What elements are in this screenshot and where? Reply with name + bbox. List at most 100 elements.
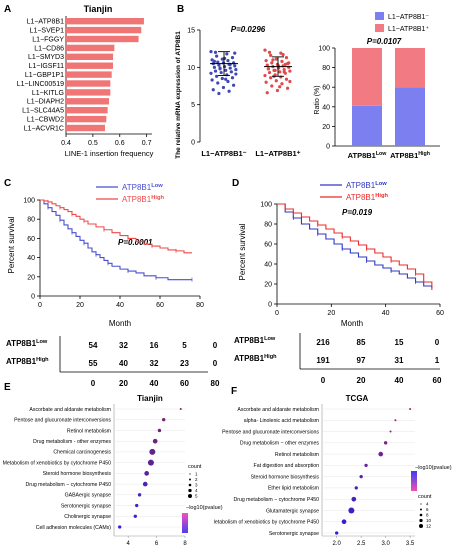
term-dot — [351, 496, 357, 502]
size-legend-dot — [188, 494, 192, 498]
term-dot — [383, 441, 388, 445]
term-dot — [147, 459, 154, 466]
xtick-label: 6 — [155, 541, 159, 547]
term-dot — [162, 418, 166, 422]
data-point — [282, 70, 286, 74]
data-point — [283, 62, 287, 66]
xtick-label: 20 — [76, 302, 84, 309]
term-dot — [133, 514, 137, 518]
legend-label: ATP8B1Low — [346, 181, 387, 190]
term-dot — [348, 507, 355, 514]
legend-label-base: ATP8B1 — [346, 193, 376, 202]
term-label: Drug metabolism − other enzymes — [240, 441, 320, 447]
data-point — [234, 72, 238, 76]
data-point — [269, 76, 273, 80]
size-legend-label: 3 — [195, 483, 198, 488]
panel-b-group-labels: L1−ATP8B1⁻ L1−ATP8B1⁺ — [201, 149, 300, 158]
panel-letter-c: C — [4, 178, 11, 189]
data-point — [288, 69, 292, 73]
panel-c-xlabel: Month — [109, 319, 131, 328]
ytick-label: 60 — [264, 242, 272, 249]
table-cell: 54 — [89, 341, 98, 350]
data-point — [217, 91, 221, 96]
table-row-label-base: ATP8B1 — [234, 336, 265, 345]
table-row-label-sup: High — [36, 357, 49, 363]
table-cell: 16 — [150, 341, 159, 350]
term-dot — [157, 428, 162, 433]
panel-b-ratio-bars — [352, 48, 425, 146]
data-point — [280, 82, 284, 86]
panel-f-rows: Ascorbate and aldarate metabolism alpha- … — [214, 407, 415, 537]
term-dot — [137, 493, 142, 497]
bar — [66, 124, 105, 132]
term-dot — [389, 430, 392, 433]
ytick-label: 0 — [191, 140, 195, 147]
legend-label-base: ATP8B1 — [122, 195, 152, 204]
xtick-label: 60 — [436, 310, 444, 317]
data-point — [274, 79, 278, 83]
term-label: Metabolism of xenobiotics by cytochrome … — [3, 460, 112, 466]
tick-label: 0.4 — [61, 140, 71, 147]
tick-label: 0.6 — [115, 140, 125, 147]
term-label: Drug metabolism - other enzymes — [33, 439, 111, 445]
category-label: L1−GBP1P1 — [25, 72, 64, 79]
table-row-label: ATP8B1High — [6, 357, 49, 366]
category-label: L1−ATP8B1 — [27, 19, 65, 26]
data-point — [226, 79, 230, 84]
data-point — [213, 69, 218, 73]
table-cell: 216 — [316, 338, 330, 347]
table-row-label-base: ATP8B1 — [6, 339, 37, 348]
legend-label-minus: L1−ATP8B1⁻ — [388, 14, 429, 21]
size-legend-label: 5 — [195, 494, 198, 499]
xtick-label: 20 — [327, 310, 335, 317]
table-cell: 40 — [119, 359, 128, 368]
category-label: ATP8B1High — [390, 151, 430, 160]
legend-label-sup: High — [375, 193, 388, 199]
panel-d-ticks: 0 20 40 60 80 100 0 20 40 60 — [260, 202, 444, 318]
legend-label-sup: High — [151, 195, 164, 201]
data-point — [212, 65, 216, 69]
ytick-label: 20 — [264, 282, 272, 289]
panel-d-xlabel: Month — [341, 319, 363, 328]
data-point — [209, 71, 213, 75]
panel-b-ratio-ylabel: Ratio (%) — [314, 85, 321, 114]
panel-d-ylabel: Percent survival — [238, 223, 247, 280]
table-col-label: 60 — [433, 376, 442, 385]
panel-f-color-title: −log10(pvalue) — [415, 465, 452, 471]
data-point — [213, 50, 218, 55]
bar — [66, 35, 139, 43]
table-col-label: 20 — [119, 379, 128, 388]
xtick-label: 3.0 — [381, 541, 390, 547]
data-point — [265, 63, 269, 67]
panel-d-curves — [277, 203, 433, 290]
term-label: Serotonergic synapse — [61, 503, 111, 509]
data-point — [274, 57, 278, 61]
data-point — [211, 88, 215, 92]
panel-b-ylabel: The relative mRNA expression of ATP8B1 — [175, 31, 182, 159]
ytick-label: 20 — [322, 124, 330, 131]
data-point — [282, 67, 286, 72]
bar — [66, 44, 115, 52]
bar — [66, 71, 112, 78]
term-dot — [354, 486, 358, 490]
group-label: L1−ATP8B1⁺ — [255, 149, 300, 158]
data-point — [279, 51, 283, 55]
size-legend-dot — [189, 478, 191, 481]
data-point — [288, 79, 292, 84]
term-dot — [135, 503, 139, 508]
table-cell: 85 — [357, 338, 366, 347]
term-dot — [394, 419, 397, 422]
data-point — [267, 70, 272, 75]
ytick-label: 0 — [268, 302, 272, 309]
panel-a-bars — [66, 18, 144, 132]
panel-d: D P=0.019 Percent survival 0204060801000… — [232, 178, 444, 385]
table-col-label: 20 — [357, 376, 366, 385]
size-legend-dot — [420, 503, 422, 505]
panel-c-curves — [40, 199, 193, 282]
bar — [66, 98, 109, 105]
data-point — [270, 84, 274, 88]
category-label: L1−KITLG — [32, 90, 64, 97]
